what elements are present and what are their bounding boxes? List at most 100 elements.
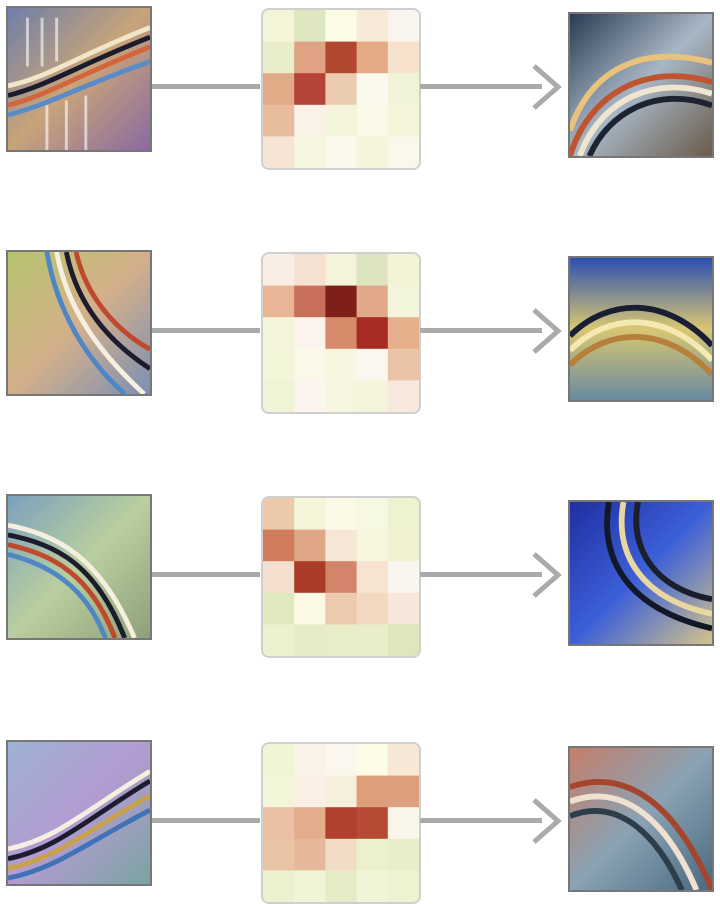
matrix-cell	[356, 561, 389, 594]
filter-visualization-icon	[8, 8, 150, 150]
matrix-cell	[325, 317, 358, 350]
matrix-cell	[294, 73, 326, 106]
matrix-cell	[325, 348, 358, 381]
output-connector-line	[420, 818, 542, 823]
input-connector-line	[152, 572, 260, 577]
matrix-cell	[263, 624, 295, 656]
matrix-cell	[294, 380, 326, 412]
matrix-cell	[325, 104, 358, 137]
output-filter-image	[568, 500, 714, 646]
output-filter-image	[568, 12, 714, 158]
matrix-cell	[356, 10, 389, 43]
matrix-cell	[263, 254, 295, 287]
output-filter-image	[568, 746, 714, 892]
matrix-cell	[294, 348, 326, 381]
matrix-cell	[387, 744, 419, 777]
arrow-right-icon	[520, 62, 568, 112]
matrix-cell	[356, 41, 389, 74]
matrix-cell	[263, 744, 295, 777]
input-filter-image	[6, 6, 152, 152]
matrix-cell	[263, 41, 295, 74]
matrix-cell	[263, 380, 295, 412]
matrix-cell	[387, 380, 419, 412]
matrix-cell	[387, 624, 419, 656]
input-filter-image	[6, 740, 152, 886]
matrix-cell	[387, 136, 419, 168]
matrix-cell	[325, 775, 358, 808]
matrix-cell	[356, 529, 389, 562]
matrix-cell	[263, 285, 295, 318]
matrix-cell	[294, 624, 326, 656]
input-filter-image	[6, 494, 152, 640]
matrix-cell	[356, 348, 389, 381]
matrix-cell	[325, 254, 358, 287]
filter-visualization-icon	[570, 258, 712, 400]
output-filter-image	[568, 256, 714, 402]
output-connector-line	[420, 84, 542, 89]
input-connector-line	[152, 84, 260, 89]
matrix-cell	[387, 775, 419, 808]
matrix-cell	[294, 592, 326, 625]
matrix-cell	[263, 498, 295, 531]
matrix-cell	[356, 104, 389, 137]
matrix-cell	[263, 870, 295, 902]
matrix-cell	[356, 254, 389, 287]
matrix-cell	[263, 348, 295, 381]
arrow-right-icon	[520, 306, 568, 356]
matrix-cell	[325, 285, 358, 318]
matrix-cell	[387, 317, 419, 350]
matrix-cell	[387, 104, 419, 137]
matrix-cell	[294, 10, 326, 43]
matrix-cell	[325, 10, 358, 43]
matrix-cell	[356, 838, 389, 871]
matrix-cell	[356, 592, 389, 625]
input-connector-line	[152, 328, 260, 333]
matrix-cell	[325, 380, 358, 412]
matrix-cell	[294, 744, 326, 777]
matrix-cell	[263, 529, 295, 562]
arrow-right-icon	[520, 550, 568, 600]
matrix-cell	[387, 498, 419, 531]
filter-visualization-icon	[8, 742, 150, 884]
matrix-cell	[263, 775, 295, 808]
matrix-cell	[325, 807, 358, 840]
matrix-cell	[387, 10, 419, 43]
matrix-cell	[356, 744, 389, 777]
matrix-cell	[325, 41, 358, 74]
matrix-cell	[387, 348, 419, 381]
output-connector-line	[420, 328, 542, 333]
matrix-cell	[356, 136, 389, 168]
matrix-cell	[294, 285, 326, 318]
matrix-cell	[356, 807, 389, 840]
matrix-cell	[294, 561, 326, 594]
attention-matrix	[261, 742, 421, 904]
matrix-cell	[356, 775, 389, 808]
mapping-row-1	[0, 6, 720, 170]
matrix-cell	[325, 498, 358, 531]
matrix-cell	[387, 592, 419, 625]
matrix-cell	[387, 870, 419, 902]
filter-visualization-icon	[570, 502, 712, 644]
matrix-cell	[325, 73, 358, 106]
matrix-cell	[294, 807, 326, 840]
matrix-cell	[263, 592, 295, 625]
matrix-cell	[356, 73, 389, 106]
matrix-cell	[294, 870, 326, 902]
matrix-cell	[325, 561, 358, 594]
matrix-cell	[294, 838, 326, 871]
matrix-cell	[325, 870, 358, 902]
matrix-cell	[294, 104, 326, 137]
matrix-cell	[263, 73, 295, 106]
mapping-row-3	[0, 494, 720, 658]
matrix-cell	[356, 285, 389, 318]
matrix-cell	[325, 838, 358, 871]
arrow-right-icon	[520, 796, 568, 846]
matrix-cell	[325, 136, 358, 168]
matrix-cell	[325, 592, 358, 625]
matrix-cell	[294, 136, 326, 168]
filter-visualization-icon	[570, 748, 712, 890]
matrix-cell	[263, 838, 295, 871]
matrix-cell	[356, 380, 389, 412]
matrix-cell	[356, 624, 389, 656]
attention-matrix	[261, 252, 421, 414]
